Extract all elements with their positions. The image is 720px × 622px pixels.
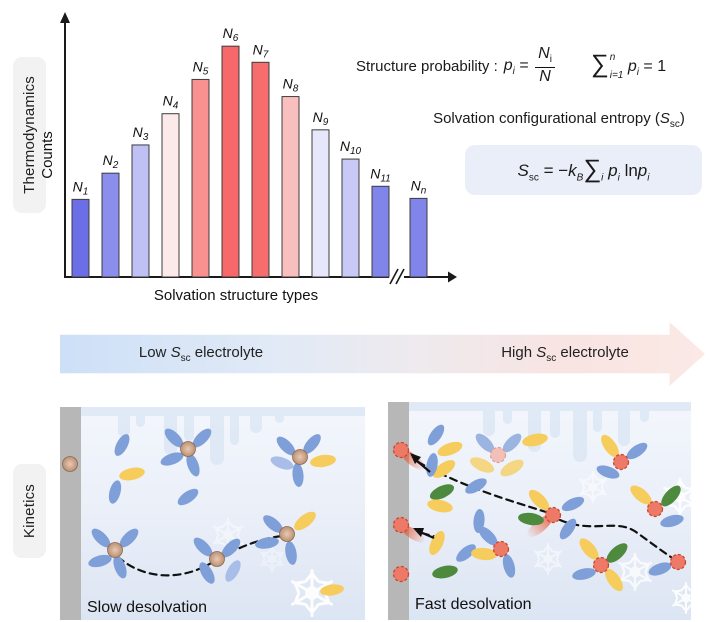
kinetics-label-box: Kinetics bbox=[13, 464, 46, 558]
direction-arrow-icon bbox=[415, 459, 431, 473]
bar-label-N6: N6 bbox=[223, 25, 239, 44]
cation bbox=[392, 441, 410, 459]
icicles bbox=[409, 402, 691, 462]
x-axis-title: Solvation structure types bbox=[154, 287, 318, 304]
bar-N8 bbox=[281, 96, 300, 278]
p-definition: pi = Ni N bbox=[504, 45, 557, 85]
solvation-bar-chart: N1 N2 N3 N4 N5 N6 N7 N8 N9 N10 N11 Nn Counts Solvat… bbox=[40, 12, 457, 304]
solvation-cluster bbox=[88, 528, 139, 579]
high-ssc-label: High Ssc electrolyte bbox=[501, 344, 629, 364]
bar-N11 bbox=[371, 185, 390, 278]
kinetics-label: Kinetics bbox=[21, 483, 38, 539]
electrode bbox=[60, 407, 81, 620]
cation bbox=[669, 553, 687, 571]
y-axis-arrow-icon bbox=[60, 12, 70, 23]
bar-label-N1: N1 bbox=[73, 178, 89, 197]
cation bbox=[592, 556, 610, 574]
bar-label-Nn: Nn bbox=[411, 177, 427, 196]
y-axis-title: Counts bbox=[40, 131, 56, 179]
solvation-cluster bbox=[648, 553, 687, 576]
bar-N2 bbox=[101, 172, 120, 278]
bar-label-N8: N8 bbox=[283, 76, 299, 95]
solvation-cluster bbox=[471, 526, 516, 578]
free-solvents bbox=[426, 424, 548, 579]
solvation-cluster bbox=[596, 434, 648, 479]
cation-at-electrode bbox=[392, 565, 410, 583]
solvation-cluster bbox=[193, 537, 241, 584]
solvation-cluster bbox=[160, 428, 212, 477]
bar-N5 bbox=[191, 78, 210, 278]
solvation-cluster bbox=[270, 434, 336, 487]
axis-break-icon bbox=[389, 268, 405, 285]
bar-N9 bbox=[311, 129, 330, 278]
bar-label-N4: N4 bbox=[163, 93, 179, 112]
cation-faint bbox=[489, 446, 507, 464]
thermodynamics-label-box: Thermodynamics bbox=[13, 57, 46, 213]
electrode bbox=[388, 402, 409, 620]
motion-trail bbox=[400, 525, 426, 543]
bar-N7 bbox=[251, 61, 270, 278]
structure-probability-formula: Structure probability : pi = Ni N ∑ n i=1 … bbox=[356, 40, 666, 92]
cation bbox=[612, 453, 630, 471]
cation bbox=[180, 441, 196, 457]
low-ssc-label: Low Ssc electrolyte bbox=[138, 344, 264, 364]
probability-sum: ∑ n i=1 pi = 1 bbox=[590, 50, 667, 81]
bar-label-N7: N7 bbox=[253, 41, 269, 60]
free-solvents bbox=[108, 434, 344, 596]
solvation-cluster bbox=[518, 489, 585, 540]
bar-N10 bbox=[341, 158, 360, 278]
bar-label-N2: N2 bbox=[103, 152, 119, 171]
motion-trail bbox=[527, 514, 553, 538]
thermodynamics-label: Thermodynamics bbox=[21, 76, 38, 194]
cation bbox=[292, 449, 308, 465]
solvation-cluster bbox=[255, 511, 316, 565]
bar-label-N5: N5 bbox=[193, 58, 209, 77]
cation bbox=[646, 500, 664, 518]
cation-at-electrode bbox=[62, 456, 78, 472]
slow-desolvation-panel: Slow desolvation bbox=[60, 407, 365, 620]
desolvating-ion bbox=[392, 516, 435, 543]
direction-arrowhead-icon bbox=[410, 453, 421, 464]
bar-Nn bbox=[409, 197, 428, 278]
desolvating-ion bbox=[392, 441, 431, 473]
direction-arrowhead-icon bbox=[413, 528, 424, 537]
solvation-cluster bbox=[469, 433, 524, 477]
bar-label-N10: N10 bbox=[340, 138, 362, 157]
entropy-formula: Ssc = −kB∑i pi lnpi bbox=[517, 155, 650, 184]
bar-label-N3: N3 bbox=[133, 124, 149, 143]
slow-desolvation-caption: Slow desolvation bbox=[87, 599, 207, 616]
cation bbox=[544, 506, 562, 524]
entropy-heading: Solvation configurational entropy (Ssc) bbox=[433, 110, 685, 130]
fast-desolvation-panel: Fast desolvation bbox=[388, 402, 712, 620]
ion-path-dashed bbox=[558, 518, 676, 561]
bar-N4 bbox=[161, 113, 180, 278]
fast-desolvation-caption: Fast desolvation bbox=[415, 596, 532, 613]
icicles bbox=[81, 407, 365, 465]
bar-label-N9: N9 bbox=[313, 109, 329, 128]
cation bbox=[492, 540, 510, 558]
solvation-cluster bbox=[630, 485, 684, 528]
cation bbox=[392, 516, 410, 534]
cation bbox=[209, 551, 225, 567]
bar-N1 bbox=[71, 198, 90, 278]
cation bbox=[107, 542, 123, 558]
direction-arrow-icon bbox=[419, 530, 435, 540]
bar-label-N11: N11 bbox=[370, 165, 391, 184]
bar-N3 bbox=[131, 144, 150, 278]
x-axis-arrow-icon bbox=[448, 271, 457, 283]
solvation-cluster bbox=[572, 538, 628, 592]
structure-probability-label: Structure probability : bbox=[356, 57, 498, 75]
bars-group: N1 N2 N3 N4 N5 N6 N7 N8 N9 N10 N11 Nn bbox=[71, 25, 428, 278]
cation bbox=[279, 526, 295, 542]
bar-N6 bbox=[221, 45, 240, 278]
entropy-formula-box: Ssc = −kB∑i pi lnpi bbox=[465, 145, 702, 195]
